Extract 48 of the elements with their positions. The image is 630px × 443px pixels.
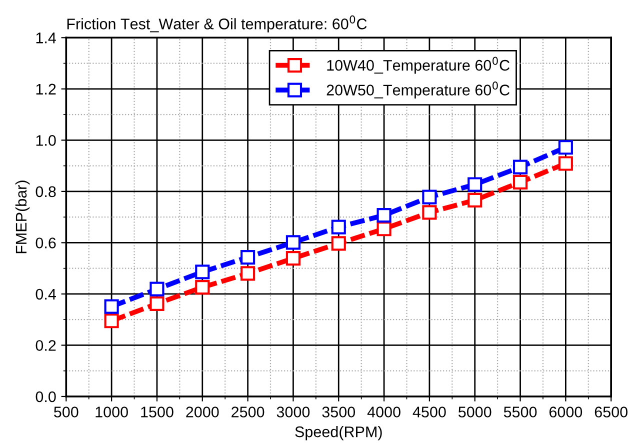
x-tick-label: 4500	[412, 406, 446, 418]
x-tick-label: 3000	[276, 406, 310, 418]
point	[240, 250, 256, 265]
point	[376, 222, 392, 236]
x-tick-label: 2000	[186, 406, 219, 418]
legend-label: 20W50_Temperature 60$^{0}$C	[326, 82, 510, 98]
y-axis-title: FMEP(bar)	[15, 180, 30, 254]
point	[468, 192, 482, 208]
chart-title: Friction Test_Water & Oil temperature: 60$^{0}$C	[67, 15, 367, 32]
x-tick-label: 500	[54, 406, 78, 418]
point	[512, 160, 528, 174]
x-tick-label: 5500	[504, 406, 537, 418]
x-tick-label: 1500	[141, 406, 174, 418]
y-tick-label: 0.4	[36, 288, 56, 300]
point	[104, 299, 119, 314]
point	[558, 156, 573, 171]
x-tick-label: 4000	[367, 406, 400, 418]
point	[512, 174, 528, 190]
x-tick-label: 3500	[322, 406, 356, 418]
point	[331, 236, 346, 251]
x-axis-title: Speed(RPM)	[295, 426, 382, 440]
point	[240, 266, 256, 281]
point	[150, 296, 164, 311]
point	[286, 235, 301, 250]
y-tick-label: 1.0	[36, 135, 56, 146]
point	[195, 280, 210, 295]
point	[422, 190, 437, 204]
y-tick-label: 0.8	[36, 186, 56, 198]
x-tick-label: 2500	[232, 406, 264, 418]
point	[104, 314, 119, 328]
point	[150, 282, 164, 296]
point	[331, 220, 346, 234]
legend-label: 10W40_Temperature 60$^{0}$C	[327, 56, 510, 74]
y-tick-label: 0.2	[36, 340, 56, 351]
point	[422, 205, 437, 220]
point	[468, 177, 482, 192]
y-tick-label: 1.2	[36, 84, 56, 94]
point	[286, 251, 301, 266]
point	[376, 208, 392, 223]
point	[558, 140, 573, 155]
x-tick-label: 6500	[594, 406, 628, 418]
y-tick-label: 1.4	[36, 32, 56, 44]
x-tick-label: 6000	[549, 406, 582, 418]
y-tick-label: 0.0	[36, 391, 56, 402]
y-tick-label: 0.6	[36, 238, 56, 248]
x-tick-label: 1000	[96, 406, 128, 418]
point	[195, 264, 210, 280]
x-tick-label: 5000	[458, 406, 492, 418]
